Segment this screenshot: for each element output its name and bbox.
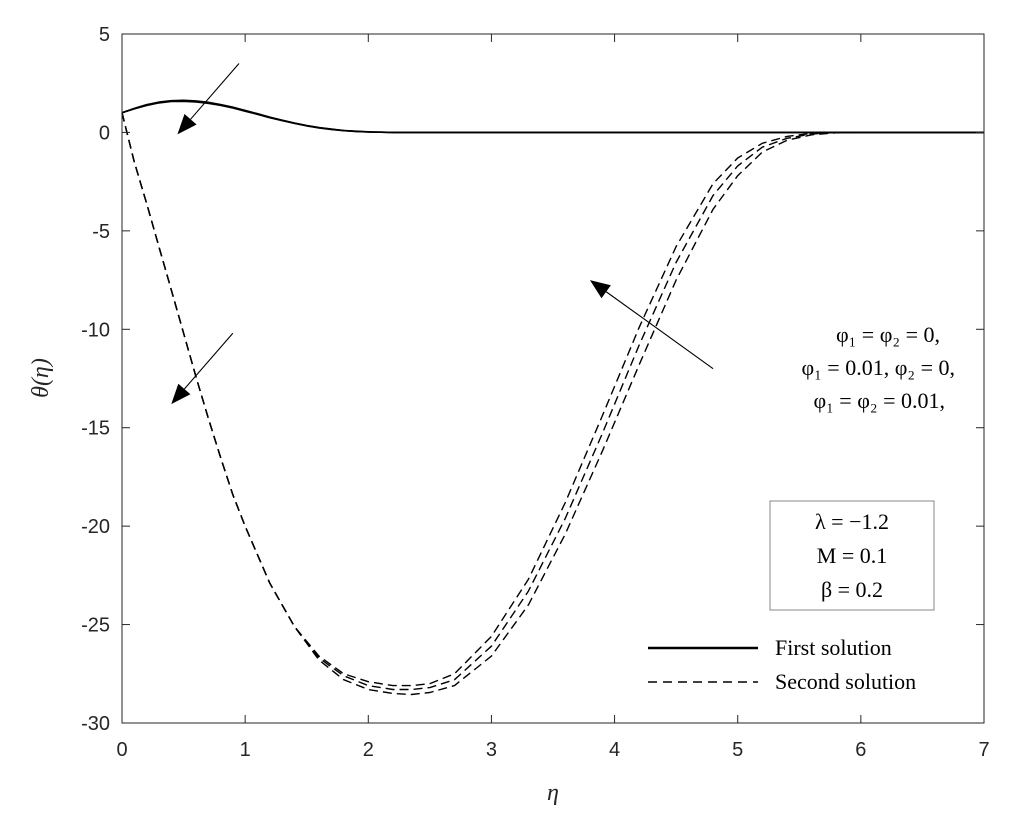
y-tick-label-2: -5 (92, 221, 110, 243)
annotation-line-2: φ₁ = 0.01, φ₂ = 0, (801, 355, 955, 380)
y-tick-label-1: 0 (99, 122, 110, 144)
parameter-lambda: λ = −1.2 (815, 509, 889, 534)
parameter-beta: β = 0.2 (821, 577, 883, 602)
first-solution-curve-3 (121, 99, 984, 134)
phi-annotation: φ₁ = φ₂ = 0, φ₁ = 0.01, φ₂ = 0, φ₁ = φ₂ … (801, 322, 955, 413)
annotation-line-1: φ₁ = φ₂ = 0, (836, 322, 940, 347)
arrow-shaft-3 (605, 291, 714, 370)
x-tick-label-1: 1 (240, 739, 251, 761)
y-axis-label: θ(η) (28, 358, 54, 398)
arrow-head-1 (177, 114, 197, 135)
x-axis-label: η (547, 780, 559, 806)
tick-labels: 0 1 2 3 4 5 6 7 5 0 -5 -10 -15 -20 -25 -30 (81, 24, 989, 761)
legend: First solution Second solution (648, 635, 916, 694)
parameter-m: M = 0.1 (817, 543, 887, 568)
y-tick-label-0: 5 (99, 24, 110, 46)
legend-label-second-solution: Second solution (775, 669, 916, 694)
legend-label-first-solution: First solution (775, 635, 892, 660)
x-tick-label-6: 6 (855, 739, 866, 761)
arrow-shaft-2 (183, 332, 234, 390)
y-tick-label-5: -20 (81, 516, 110, 538)
x-tick-label-2: 2 (363, 739, 374, 761)
x-tick-label-7: 7 (978, 739, 989, 761)
axes-frame (121, 33, 985, 724)
y-tick-label-6: -25 (81, 615, 110, 637)
arrow-head-2 (171, 383, 191, 405)
arrow-shaft-1 (190, 63, 240, 120)
ticks (121, 33, 985, 724)
y-tick-label-3: -10 (81, 319, 110, 341)
parameter-box-frame (769, 500, 935, 611)
x-tick-label-5: 5 (732, 739, 743, 761)
arrow-head-3 (589, 280, 611, 299)
x-tick-label-3: 3 (486, 739, 497, 761)
x-tick-label-4: 4 (609, 739, 620, 761)
parameter-box: λ = −1.2 M = 0.1 β = 0.2 (769, 500, 935, 611)
annotation-arrows (171, 63, 714, 405)
second-solution-curve-6 (121, 112, 984, 696)
y-tick-label-4: -15 (81, 418, 110, 440)
x-tick-label-0: 0 (116, 739, 127, 761)
annotation-line-3: φ₁ = φ₂ = 0.01, (813, 388, 945, 413)
curves (121, 99, 984, 696)
y-tick-label-7: -30 (81, 713, 110, 735)
